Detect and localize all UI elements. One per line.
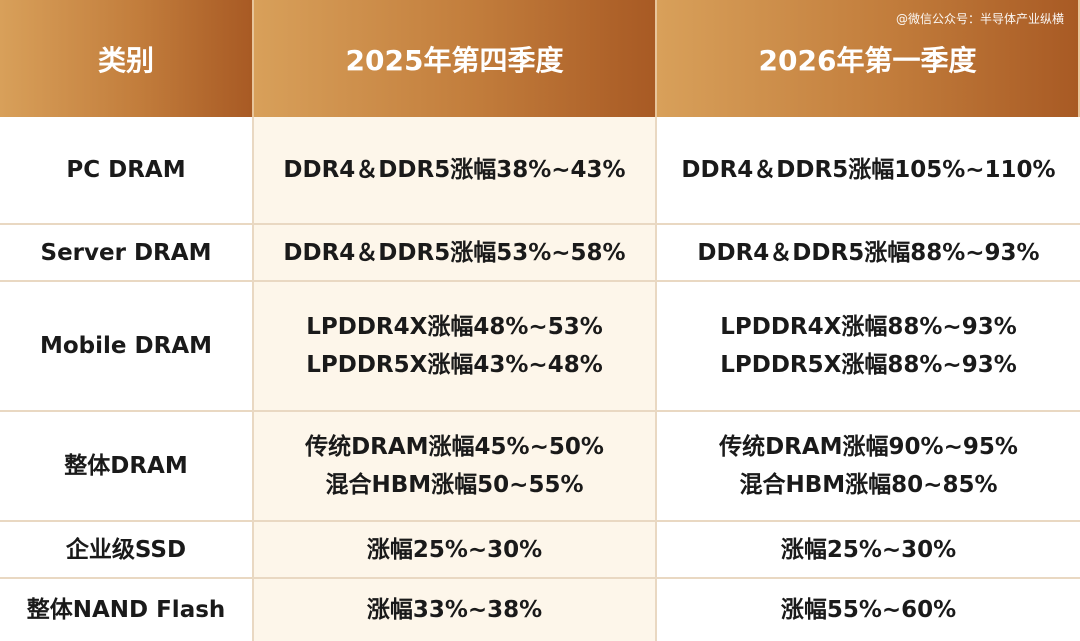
row-q1-2026: 传统DRAM涨幅90%~95% 混合HBM涨幅80~85% <box>657 412 1080 522</box>
value-line: DDR4＆DDR5涨幅53%~58% <box>283 239 626 266</box>
row-category: 整体DRAM <box>0 412 254 522</box>
header-category: 类别 <box>0 0 254 117</box>
row-category: Mobile DRAM <box>0 282 254 412</box>
header-q4-2025: 2025年第四季度 <box>254 0 657 117</box>
value-line: 混合HBM涨幅80~85% <box>739 472 998 498</box>
row-q1-2026: 涨幅25%~30% <box>657 522 1080 579</box>
category-label: Mobile DRAM <box>39 333 213 359</box>
value-line: DDR4＆DDR5涨幅88%~93% <box>697 239 1040 266</box>
row-q4-2025: 涨幅25%~30% <box>254 522 657 579</box>
row-q1-2026: 涨幅55%~60% <box>657 579 1080 641</box>
row-q4-2025: 涨幅33%~38% <box>254 579 657 641</box>
header-q1-2026: 2026年第一季度 <box>657 0 1080 117</box>
value-line: LPDDR5X涨幅88%~93% <box>720 352 1017 378</box>
value-line: 涨幅25%~30% <box>780 536 957 563</box>
category-label: Server DRAM <box>40 239 212 266</box>
watermark: @微信公众号：半导体产业纵横 <box>895 12 1064 26</box>
row-category: PC DRAM <box>0 117 254 225</box>
value-line: LPDDR5X涨幅43%~48% <box>306 352 603 378</box>
row-category: Server DRAM <box>0 225 254 282</box>
value-line: 涨幅25%~30% <box>366 536 543 563</box>
category-label: PC DRAM <box>66 157 186 183</box>
row-q1-2026: DDR4＆DDR5涨幅88%~93% <box>657 225 1080 282</box>
row-category: 企业级SSD <box>0 522 254 579</box>
value-line: 混合HBM涨幅50~55% <box>325 472 584 498</box>
value-line: DDR4＆DDR5涨幅105%~110% <box>681 157 1056 183</box>
row-q4-2025: 传统DRAM涨幅45%~50% 混合HBM涨幅50~55% <box>254 412 657 522</box>
value-line: LPDDR4X涨幅88%~93% <box>720 314 1017 340</box>
value-line: 涨幅33%~38% <box>366 597 543 623</box>
row-q4-2025: DDR4＆DDR5涨幅38%~43% <box>254 117 657 225</box>
value-line: 涨幅55%~60% <box>780 597 957 623</box>
category-label: 整体NAND Flash <box>26 597 226 623</box>
category-label: 整体DRAM <box>64 453 188 479</box>
value-line: LPDDR4X涨幅48%~53% <box>306 314 603 340</box>
row-q4-2025: DDR4＆DDR5涨幅53%~58% <box>254 225 657 282</box>
value-line: 传统DRAM涨幅45%~50% <box>305 434 604 460</box>
row-q1-2026: DDR4＆DDR5涨幅105%~110% <box>657 117 1080 225</box>
row-category: 整体NAND Flash <box>0 579 254 641</box>
row-q4-2025: LPDDR4X涨幅48%~53% LPDDR5X涨幅43%~48% <box>254 282 657 412</box>
category-label: 企业级SSD <box>65 536 187 563</box>
value-line: DDR4＆DDR5涨幅38%~43% <box>283 157 626 183</box>
row-q1-2026: LPDDR4X涨幅88%~93% LPDDR5X涨幅88%~93% <box>657 282 1080 412</box>
value-line: 传统DRAM涨幅90%~95% <box>719 434 1018 460</box>
